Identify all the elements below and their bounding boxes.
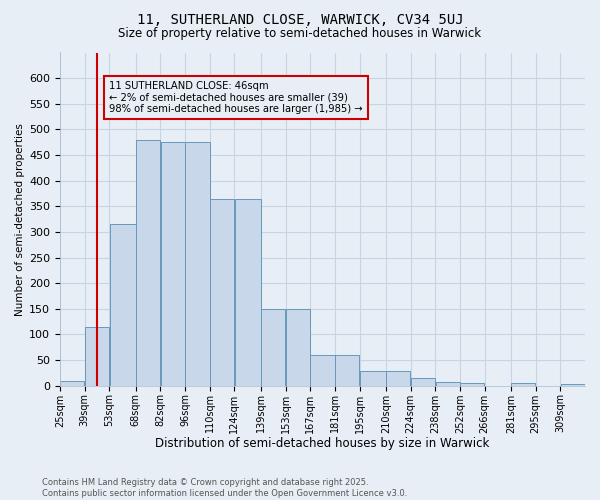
X-axis label: Distribution of semi-detached houses by size in Warwick: Distribution of semi-detached houses by … [155,437,490,450]
Bar [85,326,109,386]
Bar [185,142,209,386]
Bar [60,380,85,386]
Bar [411,378,435,386]
Text: 11, SUTHERLAND CLOSE, WARWICK, CV34 5UJ: 11, SUTHERLAND CLOSE, WARWICK, CV34 5UJ [137,12,463,26]
Bar [386,372,410,386]
Bar [286,309,310,386]
Bar [360,372,386,386]
Bar [210,198,234,386]
Bar [261,309,285,386]
Text: Size of property relative to semi-detached houses in Warwick: Size of property relative to semi-detach… [118,28,482,40]
Bar [511,383,535,386]
Bar [310,355,335,386]
Text: Contains HM Land Registry data © Crown copyright and database right 2025.
Contai: Contains HM Land Registry data © Crown c… [42,478,407,498]
Bar [335,355,359,386]
Bar [560,384,585,386]
Bar [136,140,160,386]
Bar [235,198,260,386]
Bar [110,224,136,386]
Bar [436,382,460,386]
Bar [460,383,484,386]
Y-axis label: Number of semi-detached properties: Number of semi-detached properties [15,122,25,316]
Text: 11 SUTHERLAND CLOSE: 46sqm
← 2% of semi-detached houses are smaller (39)
98% of : 11 SUTHERLAND CLOSE: 46sqm ← 2% of semi-… [109,80,363,114]
Bar [161,142,185,386]
